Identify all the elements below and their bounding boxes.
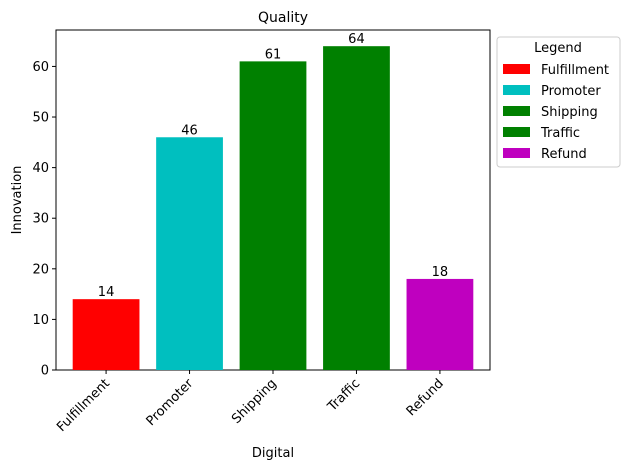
legend-swatch-shipping: [503, 106, 530, 116]
bar-promoter: [156, 137, 223, 370]
legend-swatch-fulfillment: [503, 64, 530, 74]
x-tick-label-promoter: Promoter: [144, 376, 197, 429]
legend: Legend Fulfillment Promoter Shipping Traffi…: [496, 36, 621, 168]
x-axis: Fulfillment Promoter Shipping Traffic Refund: [54, 370, 447, 435]
legend-swatch-traffic: [503, 127, 530, 137]
x-tick-label-shipping: Shipping: [229, 376, 280, 427]
legend-label-traffic: Traffic: [540, 126, 580, 141]
legend-label-refund: Refund: [541, 147, 587, 162]
x-tick-label-traffic: Traffic: [324, 376, 363, 415]
bar-fulfillment: [72, 299, 140, 370]
bars: [72, 46, 474, 371]
bar-refund: [406, 278, 474, 370]
y-axis: 0 10 20 30 40 50 60: [32, 60, 56, 379]
data-label-fulfillment: 14: [98, 285, 115, 300]
y-tick-label: 60: [32, 60, 49, 75]
y-tick-label: 10: [32, 313, 49, 328]
legend-label-fulfillment: Fulfillment: [541, 63, 609, 78]
y-tick-label: 50: [32, 111, 49, 126]
x-axis-label: Digital: [252, 446, 294, 461]
chart-title: Quality: [258, 10, 308, 26]
y-tick-label: 40: [32, 161, 49, 176]
data-label-traffic: 64: [348, 32, 365, 47]
legend-label-promoter: Promoter: [541, 84, 601, 99]
bar-shipping: [239, 61, 307, 371]
y-tick-label: 20: [32, 262, 49, 277]
data-label-shipping: 61: [265, 47, 282, 62]
legend-swatch-promoter: [503, 85, 530, 95]
legend-swatch-refund: [503, 148, 530, 158]
x-tick-label-fulfillment: Fulfillment: [54, 376, 113, 435]
legend-entries: Fulfillment Promoter Shipping Traffic Refund: [503, 63, 609, 162]
data-label-refund: 18: [432, 265, 449, 280]
data-labels: 14 46 61 64 18: [98, 32, 448, 300]
legend-title: Legend: [534, 41, 582, 56]
bar-traffic: [323, 46, 390, 370]
y-tick-label: 0: [41, 364, 49, 379]
y-tick-label: 30: [32, 212, 49, 227]
data-label-promoter: 46: [181, 123, 198, 138]
legend-label-shipping: Shipping: [541, 105, 598, 120]
x-tick-label-refund: Refund: [404, 376, 447, 419]
y-axis-label: Innovation: [10, 166, 25, 235]
